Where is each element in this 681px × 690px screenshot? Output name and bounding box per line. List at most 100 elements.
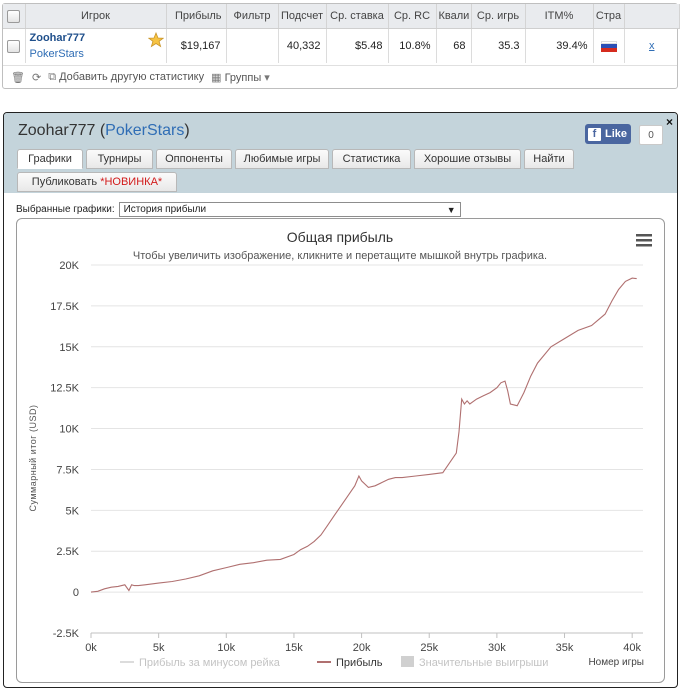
y-tick-label: 7.5K bbox=[56, 464, 79, 476]
remove-cell: x bbox=[624, 29, 679, 64]
player-stats-table: Игрок Прибыль Фильтр Подсчет Ср. ставка … bbox=[2, 3, 680, 89]
player-name-link[interactable]: Zoohar777 bbox=[29, 32, 86, 44]
facebook-icon: f bbox=[588, 127, 601, 141]
tab-publish[interactable]: Публиковать *НОВИНКА* bbox=[17, 172, 177, 192]
panel-site-link[interactable]: PokerStars bbox=[105, 122, 185, 139]
chart-legend: Прибыль за минусом рейка Прибыль Значите… bbox=[120, 656, 548, 669]
row-select-cell[interactable] bbox=[3, 28, 26, 63]
y-tick-label: 10K bbox=[59, 424, 79, 436]
header-quali[interactable]: Квали bbox=[436, 4, 472, 29]
player-cell: Zoohar777 PokerStars bbox=[25, 28, 167, 63]
remove-row-link[interactable]: x bbox=[649, 40, 655, 52]
x-tick-label: 40k bbox=[623, 642, 641, 654]
x-tick-label: 15k bbox=[285, 642, 303, 654]
facebook-like-label: Like bbox=[605, 128, 628, 140]
facebook-like-count: 0 bbox=[639, 125, 663, 145]
chart-container: Общая прибыль Чтобы увеличить изображени… bbox=[16, 218, 665, 683]
legend-swatch-big-wins bbox=[401, 656, 414, 667]
legend-item-profit[interactable]: Прибыль bbox=[317, 657, 383, 669]
player-site-link[interactable]: PokerStars bbox=[29, 48, 84, 60]
x-tick-label: 30k bbox=[488, 642, 506, 654]
title-paren-close: ) bbox=[184, 122, 190, 139]
graph-select-row: Выбранные графики: История прибыли ▼ bbox=[16, 202, 461, 217]
header-avg-players[interactable]: Ср. игрь bbox=[471, 4, 526, 29]
header-avg-stake[interactable]: Ср. ставка bbox=[326, 4, 389, 29]
tab-charts[interactable]: Графики bbox=[17, 149, 83, 169]
tab-search[interactable]: Найти bbox=[524, 149, 574, 169]
graph-select[interactable]: История прибыли ▼ bbox=[118, 202, 461, 217]
header-count[interactable]: Подсчет bbox=[278, 4, 327, 29]
legend-label-net: Прибыль за минусом рейка bbox=[139, 657, 281, 669]
profit-series-line bbox=[90, 277, 637, 593]
x-tick-label: 5k bbox=[153, 642, 165, 654]
select-all-cell[interactable] bbox=[3, 4, 26, 29]
count-value: 40,332 bbox=[278, 28, 327, 63]
avg-roi-value: 10.8% bbox=[388, 28, 437, 63]
legend-item-big-wins[interactable]: Значительные выигрыши bbox=[401, 656, 548, 669]
player-panel: × Zoohar777 (PokerStars) f Like 0 Графики… bbox=[3, 112, 678, 688]
title-paren-open: ( bbox=[95, 122, 106, 139]
header-filter[interactable]: Фильтр bbox=[226, 4, 279, 29]
copy-icon: ⧉ bbox=[48, 70, 57, 83]
publish-new-badge: *НОВИНКА* bbox=[100, 176, 163, 188]
graph-select-label: Выбранные графики: bbox=[16, 204, 115, 215]
y-tick-label: 15K bbox=[59, 342, 79, 354]
country-cell bbox=[593, 28, 625, 63]
x-axis-label: Номер игры bbox=[588, 657, 644, 668]
graph-select-value: История прибыли bbox=[123, 204, 207, 215]
header-profit[interactable]: Прибыль bbox=[166, 4, 227, 29]
y-tick-label: 20K bbox=[59, 260, 79, 272]
tab-opponents[interactable]: Оппоненты bbox=[156, 149, 232, 169]
favorite-star-icon[interactable] bbox=[147, 32, 164, 48]
y-tick-label: 2.5K bbox=[56, 546, 79, 558]
legend-label-big-wins: Значительные выигрыши bbox=[419, 657, 548, 669]
filter-value bbox=[226, 28, 279, 63]
header-itm[interactable]: ITM% bbox=[525, 4, 594, 29]
profit-chart[interactable]: Общая прибыль Чтобы увеличить изображени… bbox=[17, 219, 664, 682]
close-icon[interactable]: × bbox=[665, 115, 673, 129]
chart-menu-icon[interactable] bbox=[636, 234, 652, 247]
table-header-row: Игрок Прибыль Фильтр Подсчет Ср. ставка … bbox=[3, 4, 680, 29]
header-remove bbox=[624, 4, 680, 29]
legend-item-net-profit[interactable]: Прибыль за минусом рейка bbox=[120, 657, 281, 669]
row-checkbox[interactable] bbox=[7, 39, 21, 53]
y-tick-label: 5K bbox=[66, 505, 80, 517]
y-tick-label: -2.5K bbox=[53, 628, 80, 640]
avg-stake-value: $5.48 bbox=[326, 28, 389, 63]
y-tick-label: 12.5K bbox=[50, 383, 79, 395]
facebook-like-button[interactable]: f Like bbox=[585, 124, 631, 144]
table-row: Zoohar777 PokerStars $19,167 40,332 $5.4… bbox=[3, 28, 679, 64]
groups-icon: ▦ bbox=[211, 71, 222, 84]
panel-player-name: Zoohar777 bbox=[18, 122, 96, 139]
x-tick-label: 10k bbox=[217, 642, 235, 654]
header-player[interactable]: Игрок bbox=[25, 4, 167, 29]
refresh-icon[interactable]: ⟳ bbox=[31, 71, 42, 84]
panel-header: × Zoohar777 (PokerStars) f Like 0 Графики… bbox=[4, 113, 677, 193]
russia-flag-icon bbox=[600, 40, 617, 52]
tab-tournaments[interactable]: Турниры bbox=[86, 149, 153, 169]
tab-reviews[interactable]: Хорошие отзывы bbox=[414, 149, 521, 169]
legend-label-profit: Прибыль bbox=[336, 657, 383, 669]
x-tick-label: 20k bbox=[353, 642, 371, 654]
y-axis-label: Суммарный итог (USD) bbox=[28, 404, 38, 511]
add-stats-button[interactable]: ⧉ Добавить другую статистику bbox=[48, 71, 204, 84]
tab-statistics[interactable]: Статистика bbox=[332, 149, 411, 169]
chevron-down-icon: ▾ bbox=[264, 71, 270, 84]
x-tick-label: 25k bbox=[420, 642, 438, 654]
header-country[interactable]: Стра bbox=[593, 4, 625, 29]
tab-favorite-games[interactable]: Любимые игры bbox=[235, 149, 329, 169]
select-all-checkbox[interactable] bbox=[7, 9, 21, 23]
avg-players-value: 35.3 bbox=[471, 28, 526, 63]
add-stats-label: Добавить другую статистику bbox=[59, 70, 205, 83]
dropdown-arrow-icon: ▼ bbox=[446, 204, 456, 215]
groups-dropdown[interactable]: ▦ Группы ▾ bbox=[211, 71, 270, 84]
panel-title: Zoohar777 (PokerStars) bbox=[18, 122, 190, 140]
y-tick-label: 17.5K bbox=[50, 301, 79, 313]
trash-icon[interactable]: 🗑 bbox=[11, 71, 25, 84]
header-avg-roi[interactable]: Ср. RC bbox=[388, 4, 437, 29]
y-tick-label: 0 bbox=[73, 587, 79, 599]
chart-title: Общая прибыль bbox=[287, 229, 393, 245]
x-tick-label: 35k bbox=[556, 642, 574, 654]
stats-toolbar: 🗑 ⟳ ⧉ Добавить другую статистику ▦ Групп… bbox=[3, 65, 677, 88]
quali-value: 68 bbox=[436, 28, 472, 63]
